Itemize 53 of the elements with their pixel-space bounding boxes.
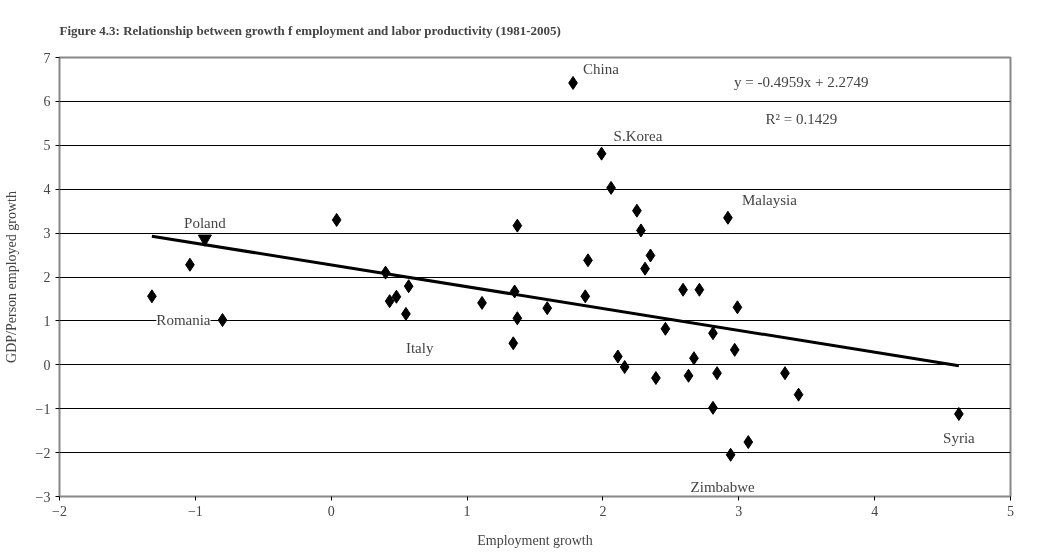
point <box>403 279 414 294</box>
y-tick-label: 4 <box>43 182 51 198</box>
point <box>508 336 519 351</box>
y-tick-label: 5 <box>43 138 51 154</box>
x-tick-label: 2 <box>599 503 607 519</box>
point <box>542 301 553 316</box>
point <box>512 311 523 326</box>
annotation: Romania <box>156 312 211 329</box>
x-tick-label: 3 <box>735 503 743 519</box>
y-tick-label: −2 <box>35 445 51 461</box>
point <box>391 289 402 304</box>
y-tick-label: 1 <box>43 313 51 329</box>
y-tick-label: 6 <box>43 94 51 110</box>
point <box>384 294 395 309</box>
annotation: Syria <box>943 429 976 446</box>
x-tick-label: 5 <box>1007 503 1014 519</box>
y-tick-label: 3 <box>43 226 51 242</box>
point <box>793 387 804 402</box>
point <box>217 313 228 328</box>
annotation: Malaysia <box>741 191 798 208</box>
annotation: China <box>583 60 620 77</box>
annotation: S.Korea <box>613 127 663 144</box>
point <box>683 368 694 383</box>
x-axis-title: Employment growth <box>477 532 593 548</box>
point <box>743 435 754 450</box>
y-tick-label: −1 <box>35 401 51 417</box>
point <box>619 359 630 374</box>
point <box>197 234 212 247</box>
x-tick-label: 1 <box>463 503 471 519</box>
chart-title: Figure 4.3: Relationship between growth f employment and labor productivity (1981-2005) <box>59 22 561 38</box>
point <box>512 218 523 233</box>
y-axis-title: GDP/Person employed growth <box>3 191 19 363</box>
annotation: Italy <box>405 339 434 356</box>
point <box>331 212 342 227</box>
point <box>645 248 656 263</box>
y-tick-label: 0 <box>43 357 51 373</box>
y-tick-label: 7 <box>43 50 51 66</box>
point <box>660 321 671 336</box>
annotation: y = -0.4959x + 2.2749 <box>734 73 869 90</box>
y-tick-label: 2 <box>43 270 51 285</box>
annotation: R² = 0.1429 <box>765 110 838 127</box>
point <box>580 289 591 304</box>
point <box>732 300 743 315</box>
point <box>729 342 740 357</box>
point <box>694 282 705 297</box>
point <box>725 447 736 462</box>
annotation: Poland <box>184 214 227 231</box>
point <box>596 146 607 161</box>
annotation: Zimbabwe <box>690 478 756 495</box>
x-tick-label: −1 <box>187 503 203 519</box>
y-tick-label: −3 <box>35 489 51 505</box>
x-tick-label: 4 <box>871 503 879 519</box>
x-tick-label: 0 <box>327 503 335 519</box>
